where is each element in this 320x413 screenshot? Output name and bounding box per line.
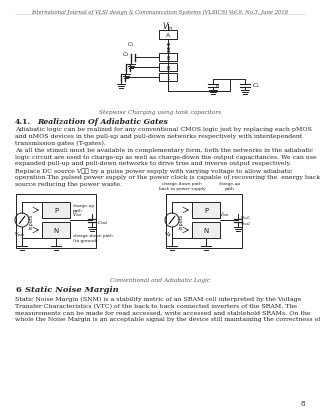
Text: 8: 8	[300, 399, 305, 407]
Text: charge-down path
(to ground): charge-down path (to ground)	[73, 233, 113, 242]
Text: Adiabatic logic can be realized for any conventional CMOS logic just by replacin: Adiabatic logic can be realized for any …	[15, 127, 312, 145]
Text: P: P	[54, 207, 58, 214]
Bar	[166, 195, 242, 248]
Text: $V_{out2}$: $V_{out2}$	[240, 220, 251, 227]
Text: B: B	[166, 65, 170, 70]
Text: charge-down path
back to power supply: charge-down path back to power supply	[159, 182, 205, 190]
Text: $V_{out}$: $V_{out}$	[220, 209, 230, 218]
Bar	[42, 223, 70, 238]
Text: P: P	[204, 207, 208, 214]
Text: As all the stimuli must be available in complementary form, both the networks in: As all the stimuli must be available in …	[15, 147, 316, 166]
Bar	[192, 202, 220, 218]
Text: $V_\phi$: $V_\phi$	[164, 230, 172, 241]
Text: Static Noise Margin (SNM) is a stability metric of an SRAM cell interpreted by t: Static Noise Margin (SNM) is a stability…	[15, 296, 320, 321]
Text: $V_{out}$: $V_{out}$	[73, 209, 84, 218]
Text: $V_{in}$: $V_{in}$	[162, 20, 174, 33]
Bar	[159, 64, 177, 72]
Text: $C_L$: $C_L$	[252, 81, 260, 90]
Text: $V_{pwr}$: $V_{pwr}$	[14, 230, 26, 241]
Text: Stepwise Charging using tank capacitors: Stepwise Charging using tank capacitors	[99, 110, 221, 115]
Text: charge-up
path: charge-up path	[219, 182, 241, 190]
Bar	[159, 74, 177, 82]
Text: $V_{out1}$: $V_{out1}$	[240, 214, 251, 221]
Text: International Journal of VLSI design & Communication Systems (VLSICS) Vol.9, No.: International Journal of VLSI design & C…	[31, 10, 289, 15]
Bar	[42, 202, 70, 218]
Text: Realization Of Adiabatic Gates: Realization Of Adiabatic Gates	[37, 118, 168, 126]
Bar	[16, 195, 96, 248]
Text: N: N	[204, 228, 209, 233]
Text: 6: 6	[15, 285, 21, 293]
Text: $C_{load}$: $C_{load}$	[97, 218, 109, 226]
Text: 4.1.: 4.1.	[15, 118, 31, 126]
Bar	[192, 223, 220, 238]
Bar	[159, 54, 177, 62]
Text: $C_2$: $C_2$	[122, 50, 130, 59]
Text: Static Noise Margin: Static Noise Margin	[25, 285, 119, 293]
Text: A: A	[166, 33, 170, 38]
Text: Conventional and Adiabatic Logic: Conventional and Adiabatic Logic	[110, 277, 210, 282]
Text: inputs: inputs	[178, 213, 183, 228]
Text: $C_1$: $C_1$	[127, 40, 135, 49]
Text: Replace DC source V␲␳ by a pulse power supply with varying voltage to allow adia: Replace DC source V␲␳ by a pulse power s…	[15, 168, 320, 186]
Text: inputs: inputs	[28, 213, 33, 228]
Text: N: N	[53, 228, 59, 233]
Text: 1: 1	[166, 75, 170, 80]
Text: B: B	[166, 55, 170, 60]
Text: B: B	[215, 83, 218, 88]
Text: charge-up
path: charge-up path	[73, 204, 95, 212]
Bar	[159, 31, 177, 40]
